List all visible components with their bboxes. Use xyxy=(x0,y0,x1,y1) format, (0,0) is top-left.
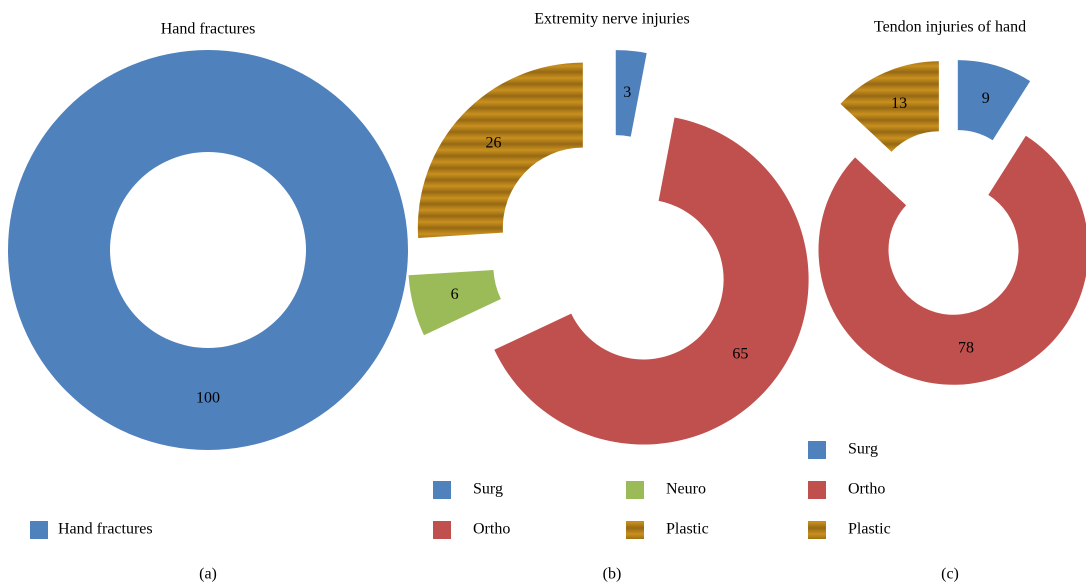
legend-swatch xyxy=(433,481,451,499)
legend-label: Ortho xyxy=(848,481,885,498)
legend-label: Plastic xyxy=(666,521,709,538)
legend-label: Neuro xyxy=(666,481,706,498)
data-label: 9 xyxy=(982,90,990,107)
caption: (b) xyxy=(603,566,622,583)
legend-label: Hand fractures xyxy=(58,521,153,538)
legend-label: Ortho xyxy=(473,521,510,538)
chart-title: Hand fractures xyxy=(161,21,256,38)
legend-label: Plastic xyxy=(848,521,891,538)
legend-label: Surg xyxy=(473,481,503,498)
legend-swatch xyxy=(433,521,451,539)
donut-slice xyxy=(818,135,1086,385)
legend-swatch xyxy=(808,521,826,539)
chart-title: Extremity nerve injuries xyxy=(534,11,690,28)
data-label: 100 xyxy=(196,390,220,407)
data-label: 13 xyxy=(891,95,907,112)
data-label: 65 xyxy=(732,345,748,362)
donut-slice xyxy=(615,50,647,137)
legend-swatch xyxy=(626,521,644,539)
donut-slice xyxy=(840,61,939,152)
chart-title: Tendon injuries of hand xyxy=(874,19,1026,36)
data-label: 3 xyxy=(623,84,631,101)
legend-swatch xyxy=(808,441,826,459)
data-label: 26 xyxy=(486,134,502,151)
donut-slice xyxy=(494,117,809,445)
legend-swatch xyxy=(808,481,826,499)
data-label: 6 xyxy=(451,286,459,303)
legend-swatch xyxy=(626,481,644,499)
caption: (a) xyxy=(199,566,217,583)
caption: (c) xyxy=(941,566,959,583)
donut-slice xyxy=(408,269,501,336)
legend-label: Surg xyxy=(848,441,878,458)
donut-slice xyxy=(8,50,408,450)
data-label: 78 xyxy=(958,340,974,357)
legend-swatch xyxy=(30,521,48,539)
donut-slice xyxy=(957,60,1031,141)
donut-slice xyxy=(417,62,583,238)
